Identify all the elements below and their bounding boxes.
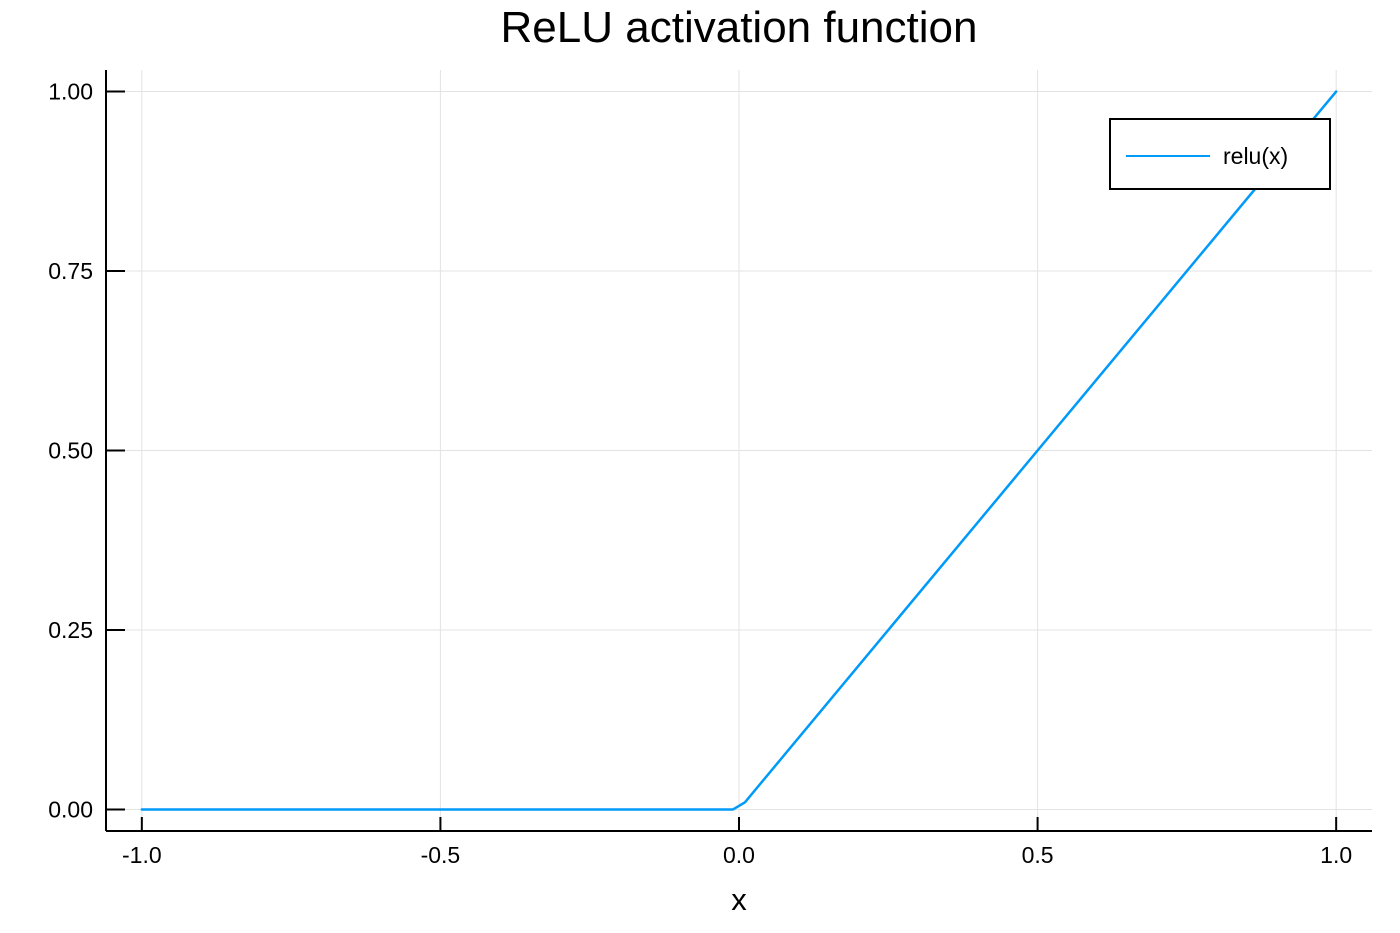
legend-label: relu(x): [1223, 143, 1288, 169]
x-tick-label: -1.0: [122, 842, 162, 868]
ticks: -1.0 -0.5 0.0 0.5 1.0 0.00 0.25 0.50 0.75 1.00: [48, 79, 1352, 868]
legend: relu(x): [1109, 118, 1331, 190]
x-tick-label: -0.5: [421, 842, 461, 868]
y-tick-label: 1.00: [48, 79, 93, 105]
x-tick-label: 0.5: [1022, 842, 1054, 868]
x-tick-label: 0.0: [723, 842, 755, 868]
x-axis-label: x: [731, 882, 747, 917]
legend-box: [1109, 118, 1331, 190]
series: [140, 90, 1338, 811]
x-tick-label: 1.0: [1320, 842, 1352, 868]
series-line-relu: [140, 90, 1338, 811]
y-tick-label: 0.75: [48, 258, 93, 284]
chart-title: ReLU activation function: [501, 3, 978, 52]
y-tick-label: 0.50: [48, 438, 93, 464]
grid: [106, 70, 1372, 831]
y-tick-label: 0.00: [48, 796, 93, 822]
y-tick-label: 0.25: [48, 617, 93, 643]
